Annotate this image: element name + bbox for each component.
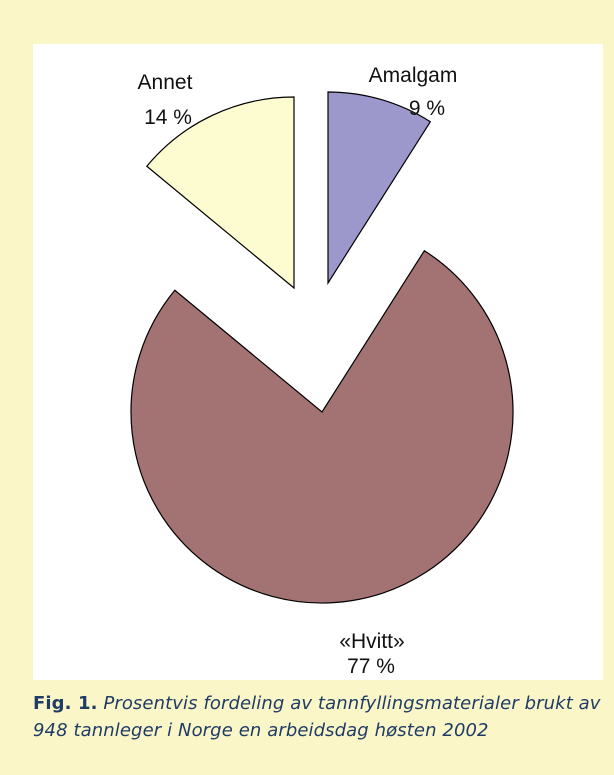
slice-value-amalgam: 9 %: [409, 97, 445, 120]
pie-slice-annet: [145, 96, 295, 290]
slice-name-amalgam: Amalgam: [369, 64, 458, 87]
slice-name-hvitt: «Hvitt»: [339, 630, 404, 653]
slice-value-annet: 14 %: [144, 106, 192, 129]
pie-slices: [130, 91, 514, 604]
slice-name-annet: Annet: [138, 71, 193, 94]
figure-caption-text: Prosentvis fordeling av tannfyllingsmate…: [33, 693, 601, 741]
pie-chart: Amalgam 9 % «Hvitt» 77 % Annet 14 %: [130, 64, 514, 678]
figure-panel: Amalgam 9 % «Hvitt» 77 % Annet 14 %: [33, 44, 603, 680]
figure-number: Fig. 1.: [33, 693, 98, 714]
pie-slice-hvitt: [130, 249, 514, 604]
figure-caption: Fig. 1. Prosentvis fordeling av tannfyll…: [33, 690, 611, 744]
pie-slice-amalgam: [327, 91, 432, 286]
slice-value-hvitt: 77 %: [347, 655, 395, 678]
